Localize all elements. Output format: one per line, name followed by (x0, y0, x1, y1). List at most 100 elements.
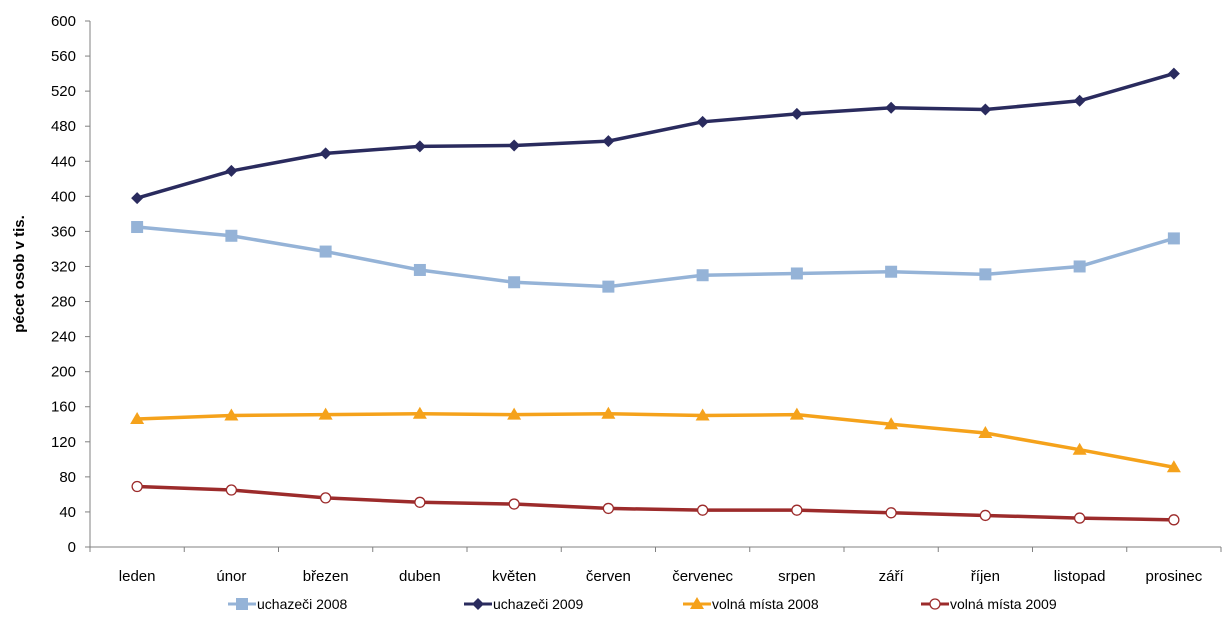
x-tick-label: únor (216, 568, 246, 585)
y-tick-label: 160 (51, 399, 76, 416)
series-uchazeci-2008 (131, 221, 1180, 293)
data-point-volna-mista-2009 (1168, 514, 1180, 526)
data-point-uchazeci-2008 (131, 221, 144, 234)
data-point-volna-mista-2008 (978, 426, 993, 439)
y-tick-label: 280 (51, 294, 76, 311)
x-tick-label: leden (119, 568, 156, 585)
legend-label: uchazeči 2008 (257, 596, 348, 612)
y-axis-title: pécet osob v tis. (11, 215, 28, 333)
legend-item-volna-mista-2009: volná místa 2009 (921, 596, 1057, 612)
data-point-volna-mista-2008 (601, 406, 616, 419)
data-point-uchazeci-2008 (225, 229, 238, 242)
data-point-volna-mista-2009 (319, 492, 332, 504)
data-point-volna-mista-2009 (131, 480, 143, 493)
data-point-volna-mista-2009 (414, 496, 426, 508)
series-layer (130, 67, 1181, 526)
data-point-volna-mista-2009 (885, 507, 897, 519)
data-point-uchazeci-2008 (1167, 232, 1180, 245)
y-tick-label: 480 (51, 118, 76, 135)
data-point-uchazeci-2009 (696, 115, 709, 128)
data-point-volna-mista-2009 (508, 498, 520, 510)
x-tick-label: září (879, 568, 905, 585)
series-volna-mista-2008 (130, 406, 1181, 473)
y-tick-label: 560 (51, 48, 76, 65)
data-point-volna-mista-2009 (696, 504, 709, 516)
data-point-uchazeci-2009 (885, 101, 898, 114)
y-tick-label: 120 (51, 434, 76, 451)
y-tick-label: 240 (51, 329, 76, 346)
data-point-volna-mista-2008 (507, 407, 522, 420)
data-point-volna-mista-2009 (602, 502, 615, 515)
y-tick-label: 400 (51, 188, 76, 205)
data-point-uchazeci-2009 (602, 135, 615, 148)
legend-marker (472, 598, 484, 610)
x-tick-label: listopad (1054, 568, 1106, 585)
data-point-uchazeci-2008 (979, 268, 992, 281)
data-point-volna-mista-2009 (1073, 512, 1086, 524)
legend-label: volná místa 2009 (950, 596, 1057, 612)
y-tick-label: 320 (51, 258, 76, 275)
legend-marker (690, 597, 704, 609)
data-point-volna-mista-2008 (318, 407, 333, 420)
data-point-uchazeci-2009 (508, 139, 521, 152)
data-point-volna-mista-2009 (791, 504, 803, 516)
data-point-uchazeci-2008 (413, 263, 426, 276)
data-point-uchazeci-2009 (790, 107, 803, 120)
series-uchazeci-2009 (131, 67, 1180, 205)
legend-item-uchazeci-2008: uchazeči 2008 (228, 596, 348, 612)
y-tick-label: 0 (68, 539, 76, 556)
data-point-volna-mista-2008 (884, 417, 899, 430)
legend-marker (236, 598, 248, 610)
data-point-volna-mista-2008 (412, 406, 427, 419)
legend-item-uchazeci-2009: uchazeči 2009 (464, 596, 584, 612)
y-tick-label: 80 (59, 469, 76, 486)
legend: uchazeči 2008 uchazeči 2009 volná místa 20… (228, 596, 1057, 612)
x-tick-label: květen (492, 568, 536, 585)
data-point-volna-mista-2008 (224, 408, 239, 421)
legend-label: uchazeči 2009 (493, 596, 584, 612)
data-point-volna-mista-2009 (979, 509, 992, 522)
data-point-uchazeci-2009 (1073, 94, 1086, 107)
y-tick-label: 440 (51, 153, 76, 170)
series-line-uchazeci-2009 (136, 71, 1175, 200)
x-tick-label: červen (586, 568, 631, 585)
data-point-volna-mista-2008 (130, 412, 145, 425)
data-point-uchazeci-2009 (1167, 67, 1180, 80)
legend-label: volná místa 2008 (712, 596, 819, 612)
x-tick-label: říjen (971, 568, 1000, 585)
data-point-uchazeci-2008 (885, 265, 898, 278)
data-point-volna-mista-2008 (789, 407, 804, 420)
data-point-uchazeci-2009 (225, 164, 238, 177)
data-point-uchazeci-2009 (131, 192, 144, 205)
x-tick-label: červenec (672, 568, 733, 585)
data-point-uchazeci-2009 (979, 103, 992, 116)
y-tick-label: 600 (51, 13, 76, 30)
y-tick-label: 520 (51, 83, 76, 100)
data-point-volna-mista-2008 (695, 408, 710, 421)
legend-marker (929, 598, 941, 610)
x-tick-label: duben (399, 568, 441, 585)
data-point-uchazeci-2008 (790, 267, 803, 280)
series-line-volna-mista-2009 (137, 484, 1174, 522)
data-point-uchazeci-2009 (413, 140, 426, 153)
x-tick-label: srpen (778, 568, 816, 585)
data-point-uchazeci-2008 (696, 269, 709, 282)
axes: 0 40 80 120 160 200 240 280 320 360 400 440 480 520 56… (51, 13, 1222, 585)
data-point-volna-mista-2008 (1166, 460, 1181, 473)
y-tick-label: 200 (51, 364, 76, 381)
series-line-uchazeci-2008 (136, 225, 1175, 289)
x-tick-label: březen (303, 568, 349, 585)
data-point-uchazeci-2008 (602, 280, 615, 293)
y-tick-label: 40 (59, 504, 76, 521)
data-point-uchazeci-2009 (319, 147, 332, 160)
y-tick-label: 360 (51, 223, 76, 240)
series-line-volna-mista-2008 (137, 411, 1175, 469)
data-point-uchazeci-2008 (508, 276, 521, 289)
data-point-uchazeci-2008 (1073, 260, 1086, 273)
series-volna-mista-2009 (131, 480, 1180, 526)
legend-item-volna-mista-2008: volná místa 2008 (683, 596, 819, 612)
data-point-volna-mista-2008 (1072, 442, 1087, 455)
data-point-volna-mista-2009 (225, 484, 238, 496)
